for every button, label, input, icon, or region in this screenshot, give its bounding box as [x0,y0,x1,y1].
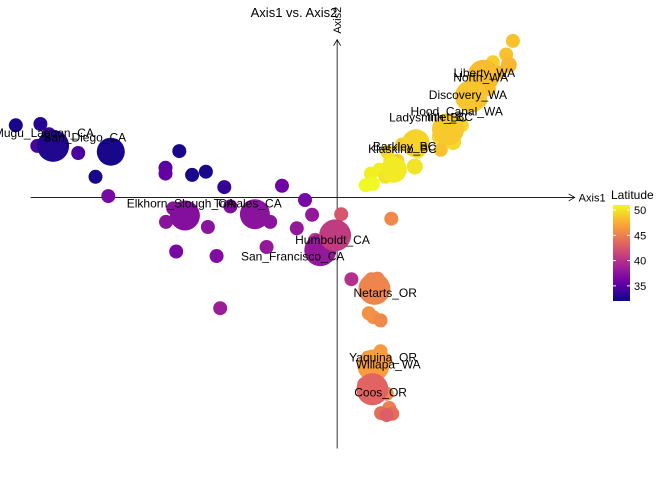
x-axis-label: Axis1 [579,192,606,204]
point-label: Inlet_BC [427,110,473,124]
sample-point [344,272,359,287]
site-point-large [358,272,391,305]
sample-point [101,189,116,204]
site-point-large [432,113,464,146]
sample-point [373,313,388,328]
legend-colorbar [613,205,630,301]
sample-point [384,211,399,226]
sample-point [185,167,200,182]
sample-point [159,214,173,229]
sample-point [71,146,86,160]
site-point-large [319,219,352,252]
site-point-large [401,129,430,158]
legend-tick-label: 35 [634,281,646,293]
point-label: Netarts_OR [354,286,418,300]
point-label: Liberty_WA [454,66,516,80]
point-label: Yaquina_OR [349,351,417,365]
sample-point [172,144,187,159]
point-label: San_Diego_CA [43,130,126,144]
sample-point [223,199,238,214]
point-label: North_WA [453,70,508,84]
color-legend: Latitude 35 40 45 50 [611,188,654,301]
legend-tick-label: 50 [634,205,646,217]
legend-tick-label: 45 [634,230,646,242]
point-label: Humboldt_CA [295,233,370,247]
point-label: Discovery_WA [429,88,507,102]
sample-point [305,207,320,222]
sample-point [209,249,224,263]
point-label: Mugu_Lagoon_CA [0,126,94,140]
points-layer [8,33,520,423]
axes: Axis1 Axis2 [30,7,606,449]
sample-point [433,142,448,157]
point-label: San_Francisco_CA [241,249,344,263]
sample-point [213,301,228,316]
sample-point [334,207,349,222]
sample-point [158,166,173,181]
chart-title: Axis1 vs. Axis2 [251,5,338,20]
point-label: Coos_OR [354,385,407,399]
sample-point [200,220,215,234]
point-label: Barkley_BC [373,139,437,153]
point-label: Willapa_WA [356,358,421,372]
site-point-large [455,80,487,113]
sample-point [358,178,373,193]
sample-point [88,169,103,184]
point-label: Tomales_CA [214,197,282,211]
point-label: Hood_Canal_WA [411,105,503,119]
site-point-large [380,156,407,183]
point-label: Klaskino_BC [368,142,437,156]
y-axis-label: Axis2 [332,7,344,34]
sample-point [198,164,213,179]
point-label: Ladysmith_BC [389,110,467,124]
sample-point [406,158,423,175]
sample-point [298,193,312,207]
sample-point [379,408,394,423]
x-axis-arrow [568,193,576,202]
sample-point [275,178,289,193]
y-axis-arrow [333,38,341,46]
sample-point [217,180,232,195]
sample-point [8,118,23,133]
sample-point [289,221,304,236]
sample-point [33,117,48,131]
legend-tick-label: 40 [634,256,646,268]
site-point-large [37,129,70,162]
site-point-large [357,349,390,382]
site-point-large [169,200,200,231]
sample-point [505,33,520,48]
site-point-large [356,373,389,406]
sample-point [259,240,274,254]
site-point-large [96,137,125,166]
point-label: Elkhorn_Slough_CA [127,197,235,211]
legend-title: Latitude [611,188,654,202]
site-point-large [239,199,270,230]
sample-point [500,56,517,73]
sample-point [169,244,184,259]
